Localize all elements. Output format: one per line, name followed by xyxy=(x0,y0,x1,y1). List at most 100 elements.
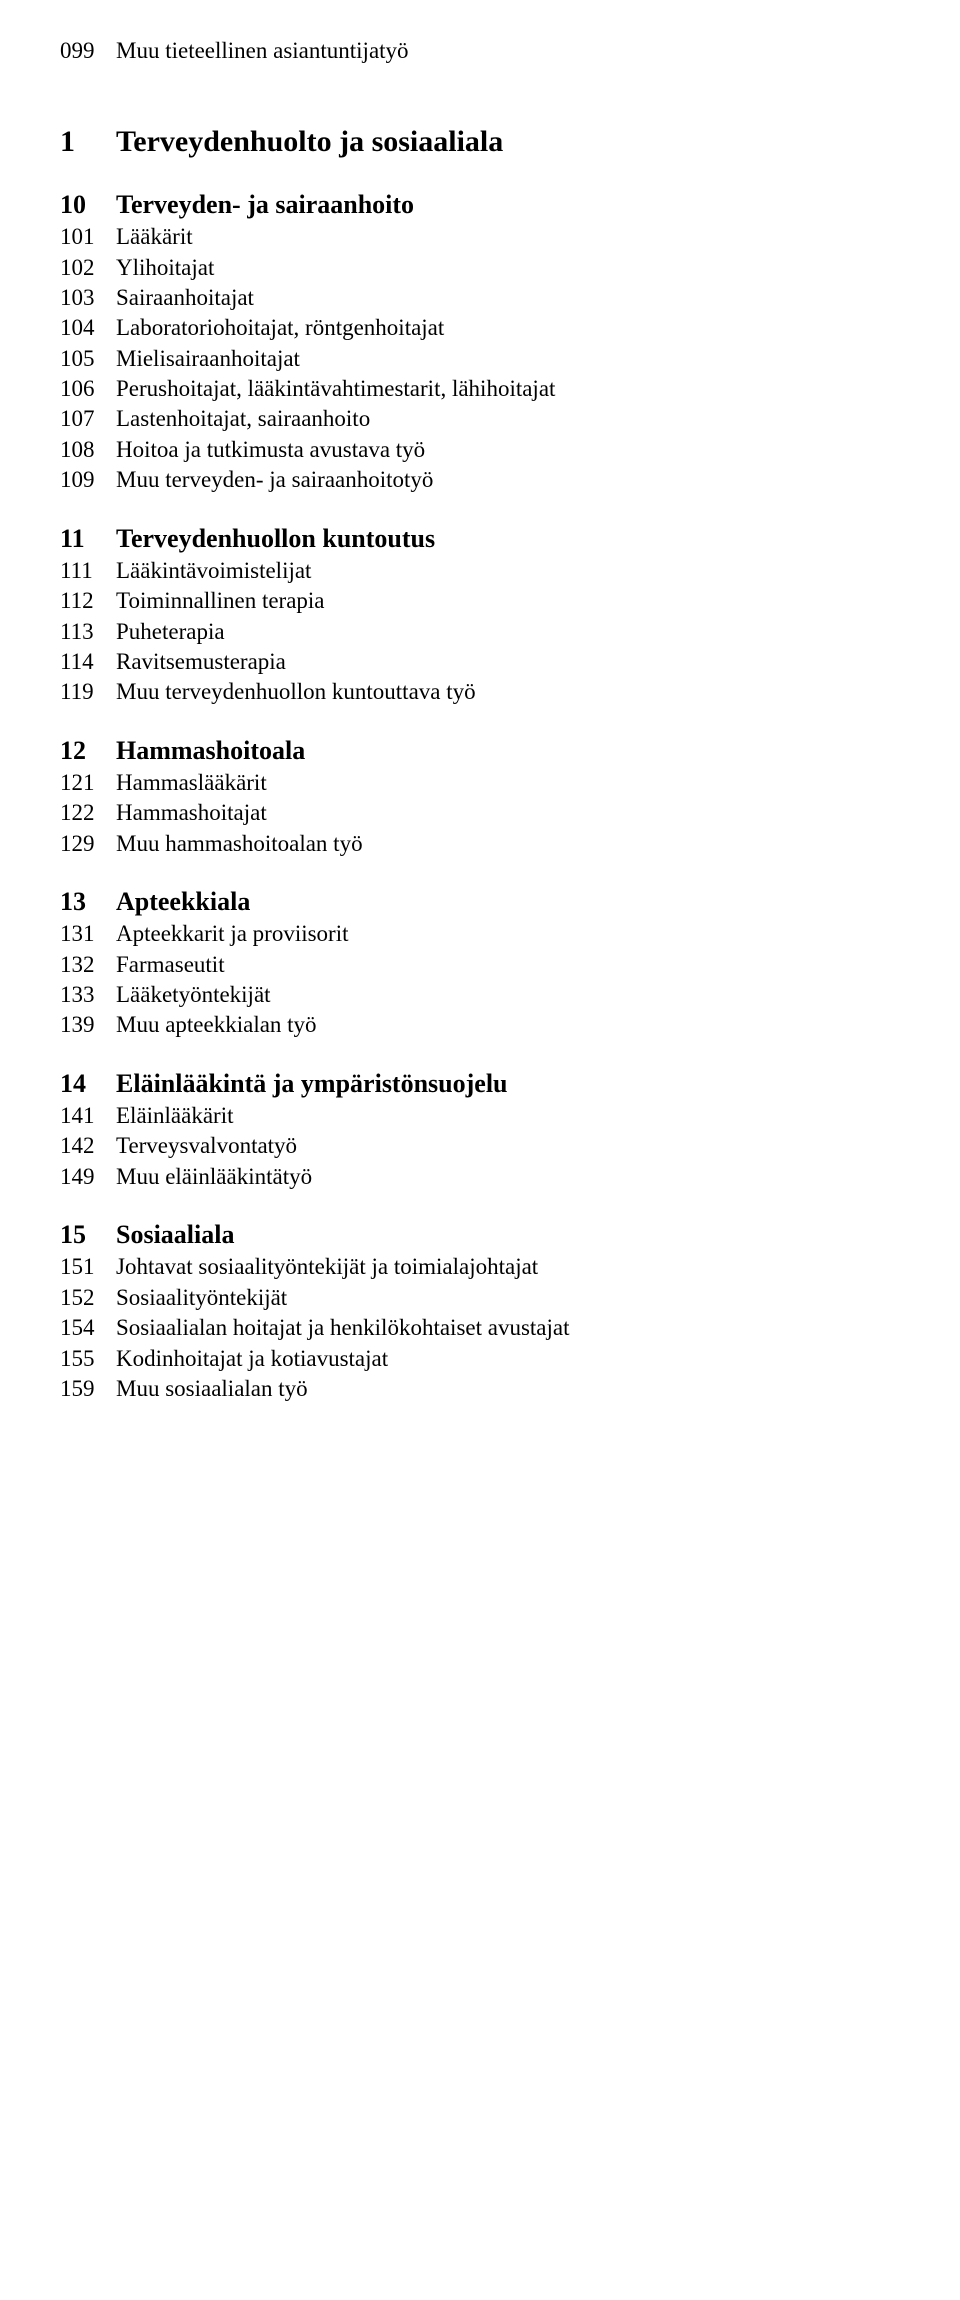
list-item: 113Puheterapia xyxy=(60,617,900,647)
list-item: 101Lääkärit xyxy=(60,222,900,252)
section-title: Hammashoitoala xyxy=(116,734,900,768)
item-code: 114 xyxy=(60,647,116,677)
section-code: 10 xyxy=(60,188,116,222)
item-code: 132 xyxy=(60,950,116,980)
item-code: 151 xyxy=(60,1252,116,1282)
item-label: Apteekkarit ja proviisorit xyxy=(116,919,900,949)
list-item: 102Ylihoitajat xyxy=(60,253,900,283)
list-item: 133Lääketyöntekijät xyxy=(60,980,900,1010)
item-code: 103 xyxy=(60,283,116,313)
item-code: 102 xyxy=(60,253,116,283)
spacer xyxy=(60,92,900,122)
item-label: Muu hammashoitoalan työ xyxy=(116,829,900,859)
item-code: 111 xyxy=(60,556,116,586)
section-level2: 15Sosiaaliala151Johtavat sosiaalityöntek… xyxy=(60,1218,900,1404)
section-code: 12 xyxy=(60,734,116,768)
item-label: Lääkärit xyxy=(116,222,900,252)
item-code: 106 xyxy=(60,374,116,404)
item-label: Toiminnallinen terapia xyxy=(116,586,900,616)
section-title: Eläinlääkintä ja ympäristönsuojelu xyxy=(116,1067,900,1101)
list-item: 099Muu tieteellinen asiantuntijatyö xyxy=(60,36,900,66)
section-heading-level2: 11Terveydenhuollon kuntoutus xyxy=(60,522,900,556)
item-label: Lastenhoitajat, sairaanhoito xyxy=(116,404,900,434)
item-code: 112 xyxy=(60,586,116,616)
section-title: Terveydenhuollon kuntoutus xyxy=(116,522,900,556)
section-title: Terveyden- ja sairaanhoito xyxy=(116,188,900,222)
item-code: 121 xyxy=(60,768,116,798)
list-item: 159Muu sosiaalialan työ xyxy=(60,1374,900,1404)
item-label: Sosiaalialan hoitajat ja henkilökohtaise… xyxy=(116,1313,900,1343)
section-heading-level2: 12Hammashoitoala xyxy=(60,734,900,768)
list-item: 104Laboratoriohoitajat, röntgenhoitajat xyxy=(60,313,900,343)
section-level2: 13Apteekkiala131Apteekkarit ja proviisor… xyxy=(60,885,900,1041)
list-item: 114Ravitsemusterapia xyxy=(60,647,900,677)
item-label: Hoitoa ja tutkimusta avustava työ xyxy=(116,435,900,465)
list-item: 131Apteekkarit ja proviisorit xyxy=(60,919,900,949)
item-code: 159 xyxy=(60,1374,116,1404)
item-code: 107 xyxy=(60,404,116,434)
section-title: Apteekkiala xyxy=(116,885,900,919)
list-item: 149Muu eläinlääkintätyö xyxy=(60,1162,900,1192)
list-item: 139Muu apteekkialan työ xyxy=(60,1010,900,1040)
item-code: 133 xyxy=(60,980,116,1010)
item-code: 119 xyxy=(60,677,116,707)
item-label: Muu tieteellinen asiantuntijatyö xyxy=(116,36,900,66)
section-level2: 11Terveydenhuollon kuntoutus111Lääkintäv… xyxy=(60,522,900,708)
section-level2: 12Hammashoitoala121Hammaslääkärit122Hamm… xyxy=(60,734,900,859)
item-label: Lääkintävoimistelijat xyxy=(116,556,900,586)
item-label: Sosiaalityöntekijät xyxy=(116,1283,900,1313)
item-label: Hammaslääkärit xyxy=(116,768,900,798)
list-item: 109Muu terveyden- ja sairaanhoitotyö xyxy=(60,465,900,495)
item-code: 122 xyxy=(60,798,116,828)
item-label: Perushoitajat, lääkintävahtimestarit, lä… xyxy=(116,374,900,404)
list-item: 112Toiminnallinen terapia xyxy=(60,586,900,616)
item-label: Terveysvalvontatyö xyxy=(116,1131,900,1161)
item-label: Kodinhoitajat ja kotiavustajat xyxy=(116,1344,900,1374)
item-code: 129 xyxy=(60,829,116,859)
item-code: 101 xyxy=(60,222,116,252)
list-item: 111Lääkintävoimistelijat xyxy=(60,556,900,586)
item-label: Laboratoriohoitajat, röntgenhoitajat xyxy=(116,313,900,343)
item-label: Lääketyöntekijät xyxy=(116,980,900,1010)
list-item: 151Johtavat sosiaalityöntekijät ja toimi… xyxy=(60,1252,900,1282)
lead-group: 099Muu tieteellinen asiantuntijatyö xyxy=(60,36,900,66)
item-code: 113 xyxy=(60,617,116,647)
list-item: 152Sosiaalityöntekijät xyxy=(60,1283,900,1313)
section-level2: 14Eläinlääkintä ja ympäristönsuojelu141E… xyxy=(60,1067,900,1192)
list-item: 107Lastenhoitajat, sairaanhoito xyxy=(60,404,900,434)
item-code: 131 xyxy=(60,919,116,949)
list-item: 141Eläinlääkärit xyxy=(60,1101,900,1131)
list-item: 155Kodinhoitajat ja kotiavustajat xyxy=(60,1344,900,1374)
item-label: Farmaseutit xyxy=(116,950,900,980)
list-item: 129Muu hammashoitoalan työ xyxy=(60,829,900,859)
section-level1: 1Terveydenhuolto ja sosiaaliala xyxy=(60,122,900,162)
item-label: Hammashoitajat xyxy=(116,798,900,828)
list-item: 122Hammashoitajat xyxy=(60,798,900,828)
item-code: 139 xyxy=(60,1010,116,1040)
item-code: 155 xyxy=(60,1344,116,1374)
document-root: 099Muu tieteellinen asiantuntijatyö1Terv… xyxy=(60,36,900,1404)
list-item: 106Perushoitajat, lääkintävahtimestarit,… xyxy=(60,374,900,404)
item-code: 142 xyxy=(60,1131,116,1161)
section-title: Terveydenhuolto ja sosiaaliala xyxy=(116,122,900,162)
list-item: 119Muu terveydenhuollon kuntouttava työ xyxy=(60,677,900,707)
section-heading-level2: 10Terveyden- ja sairaanhoito xyxy=(60,188,900,222)
section-heading-level2: 14Eläinlääkintä ja ympäristönsuojelu xyxy=(60,1067,900,1101)
item-code: 154 xyxy=(60,1313,116,1343)
section-code: 1 xyxy=(60,122,116,162)
item-label: Muu sosiaalialan työ xyxy=(116,1374,900,1404)
item-label: Puheterapia xyxy=(116,617,900,647)
item-label: Ravitsemusterapia xyxy=(116,647,900,677)
list-item: 154Sosiaalialan hoitajat ja henkilökohta… xyxy=(60,1313,900,1343)
item-code: 152 xyxy=(60,1283,116,1313)
item-label: Mielisairaanhoitajat xyxy=(116,344,900,374)
list-item: 105Mielisairaanhoitajat xyxy=(60,344,900,374)
item-label: Muu terveyden- ja sairaanhoitotyö xyxy=(116,465,900,495)
section-level2: 10Terveyden- ja sairaanhoito101Lääkärit1… xyxy=(60,188,900,496)
section-heading-level2: 15Sosiaaliala xyxy=(60,1218,900,1252)
list-item: 108Hoitoa ja tutkimusta avustava työ xyxy=(60,435,900,465)
list-item: 103Sairaanhoitajat xyxy=(60,283,900,313)
item-label: Eläinlääkärit xyxy=(116,1101,900,1131)
section-heading-level1: 1Terveydenhuolto ja sosiaaliala xyxy=(60,122,900,162)
item-code: 104 xyxy=(60,313,116,343)
